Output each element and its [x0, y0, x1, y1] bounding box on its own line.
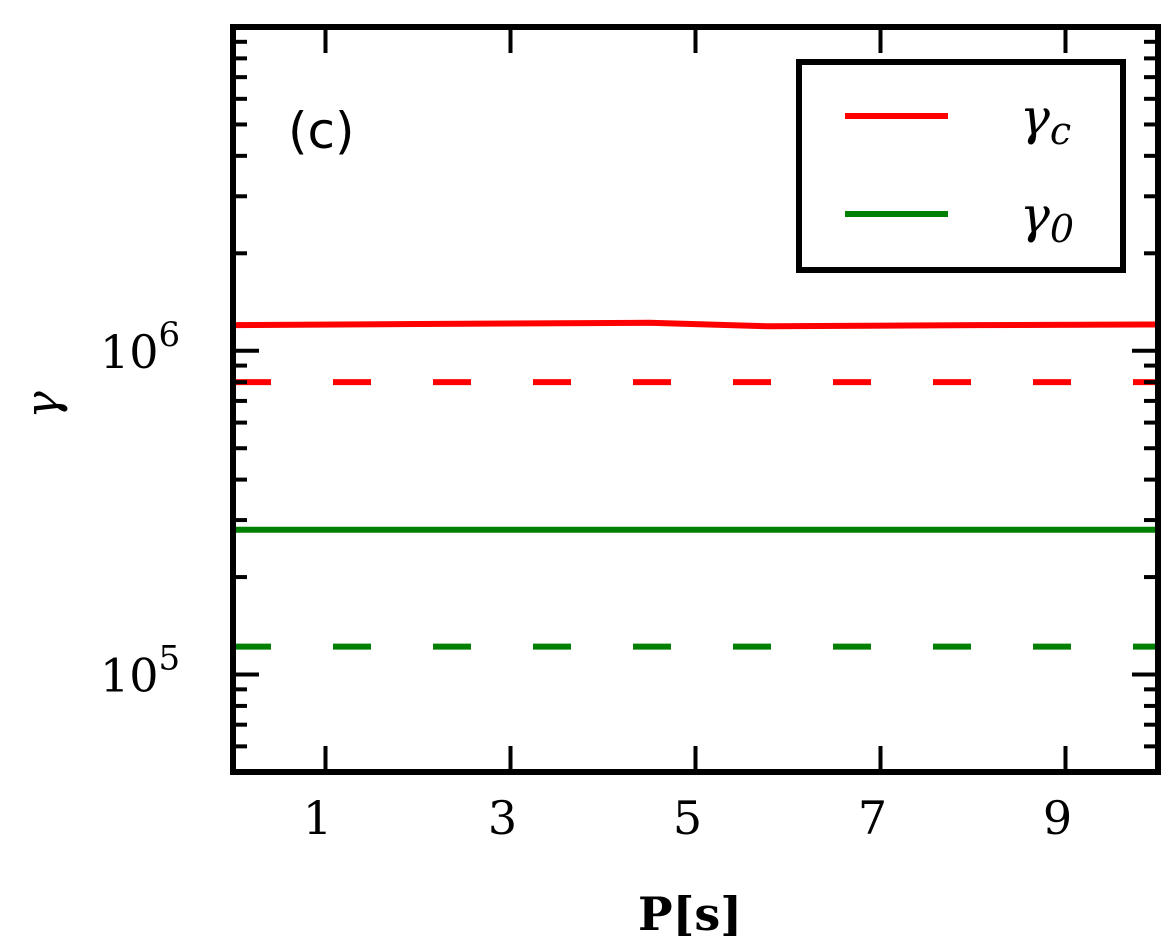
series-line-0: [232, 319, 1159, 330]
legend-label-subscript-0: c: [1050, 109, 1071, 153]
x-tick-label-4: 9: [1043, 791, 1072, 845]
plot-frame: [230, 24, 1161, 775]
legend-label-subscript-1: 0: [1050, 207, 1074, 251]
x-tick-label-3: 7: [858, 791, 887, 845]
y-axis-label: γ: [15, 391, 69, 419]
series-layer: [232, 319, 1159, 650]
labels-layer: 1 3 5 7 9 105 106: [100, 315, 1072, 845]
legend-box: [796, 59, 1126, 273]
x-tick-label-0: 1: [303, 791, 332, 845]
y-tick-label-exponent: 5: [159, 639, 181, 679]
x-tick-label-2: 5: [673, 791, 702, 845]
panel-label: (c): [288, 102, 355, 160]
x-tick-label-1: 3: [488, 791, 517, 845]
y-tick-label-1: 106: [100, 315, 180, 379]
y-tick-label-exponent: 6: [159, 315, 181, 355]
y-tick-label-0: 105: [100, 639, 180, 703]
x-axis-label: P[s]: [638, 887, 742, 941]
